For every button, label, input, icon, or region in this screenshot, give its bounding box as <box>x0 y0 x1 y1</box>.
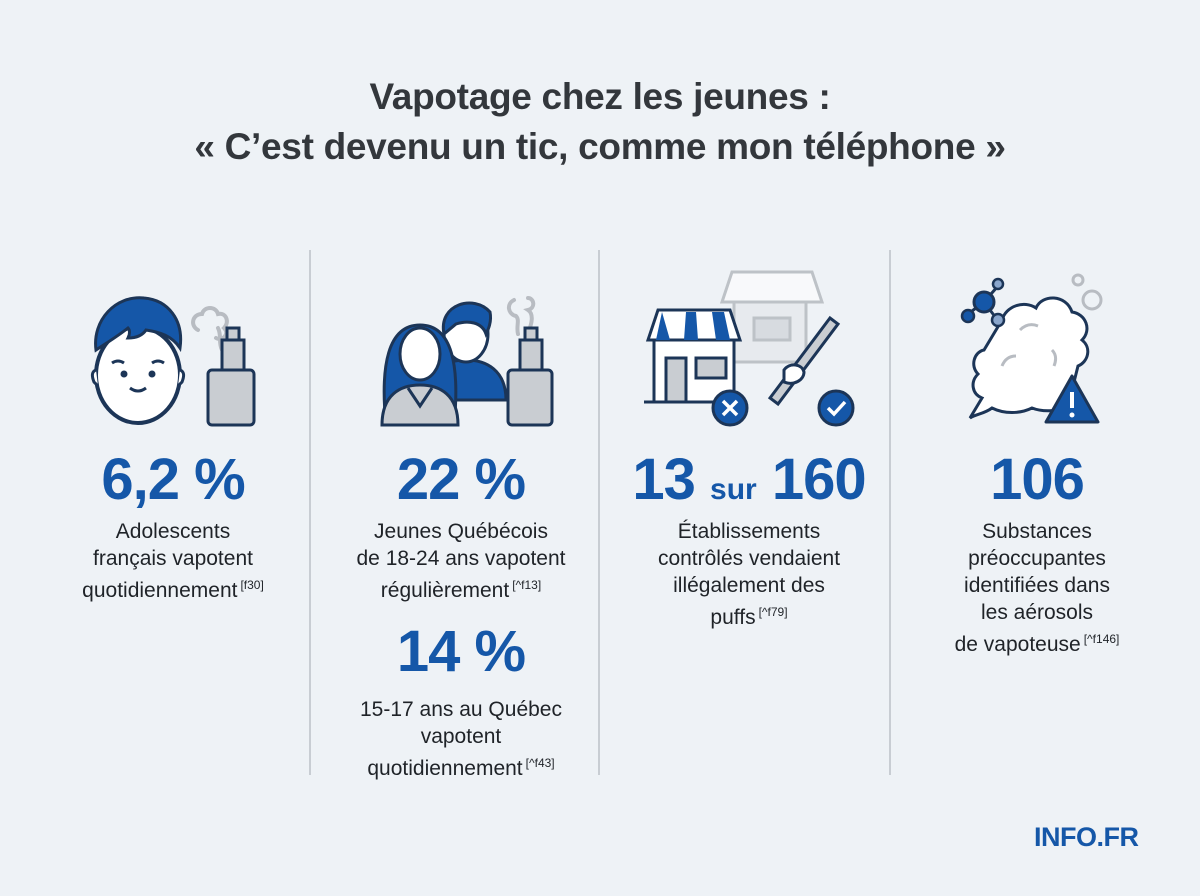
stat-card-substances: 106 Substances préoccupantes identifiées… <box>892 250 1182 780</box>
footnote-ref[interactable]: [^f43] <box>525 756 555 770</box>
footnote-ref[interactable]: [^f13] <box>512 578 542 592</box>
stat-value: 13 sur 160 <box>632 447 866 512</box>
stat-description: Adolescents français vapotent quotidienn… <box>82 520 264 602</box>
title-line-1: Vapotage chez les jeunes : <box>369 76 831 117</box>
page-title: Vapotage chez les jeunes : « C’est deven… <box>0 72 1200 172</box>
column-divider <box>889 250 891 775</box>
young-adults-vape-icon <box>380 296 554 427</box>
shop-inspection-icon <box>644 270 855 427</box>
stat-description: Substances préoccupantes identifiées dan… <box>954 520 1120 656</box>
column-divider <box>309 250 311 775</box>
brand-logo[interactable]: INFO.FR <box>1034 822 1139 852</box>
stat-description: Établissements contrôlés vendaient illég… <box>657 520 841 629</box>
footnote-ref[interactable]: [^f79] <box>758 605 788 619</box>
footnote-ref[interactable]: [f30] <box>240 578 264 592</box>
stat-value: 22 % <box>396 447 526 512</box>
stat-card-quebec-youth: 22 % Jeunes Québécois de 18-24 ans vapot… <box>316 250 606 780</box>
stat-card-shops: 13 sur 160 Établissements contrôlés vend… <box>604 250 894 780</box>
stat-value: 6,2 % <box>101 447 245 512</box>
aerosol-warning-icon <box>960 273 1103 424</box>
teen-vape-icon <box>90 296 256 427</box>
stat-description: Jeunes Québécois de 18-24 ans vapotent r… <box>356 520 566 602</box>
stat-value-secondary: 14 % <box>396 619 526 684</box>
footnote-ref[interactable]: [^f146] <box>1083 632 1120 646</box>
stat-value: 106 <box>990 447 1085 512</box>
title-line-2: « C’est devenu un tic, comme mon télépho… <box>194 126 1006 167</box>
stat-description-secondary: 15-17 ans au Québec vapotent quotidienne… <box>360 698 562 780</box>
column-divider <box>598 250 600 775</box>
stat-card-adolescents: 6,2 % Adolescents français vapotent quot… <box>28 250 318 780</box>
